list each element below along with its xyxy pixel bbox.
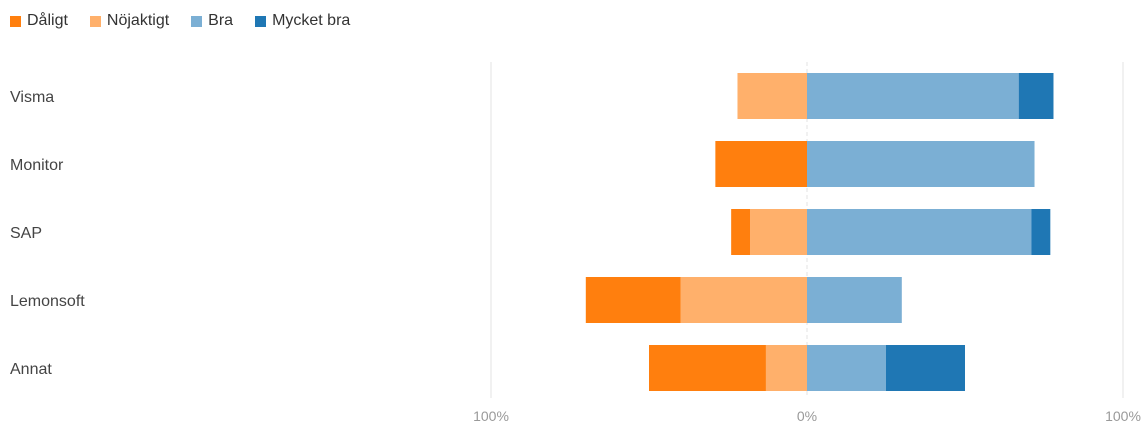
category-label: Lemonsoft xyxy=(10,293,85,310)
legend-item: Dåligt xyxy=(10,12,68,30)
bar-segment xyxy=(737,73,807,119)
legend-swatch xyxy=(255,15,267,27)
x-tick-label: 100% xyxy=(1105,408,1141,423)
bar-segment xyxy=(1018,73,1054,119)
category-label: Monitor xyxy=(10,157,64,174)
bar-segment xyxy=(731,209,751,255)
bar-segment xyxy=(585,277,681,323)
bar-segment xyxy=(807,73,1019,119)
bar-segment xyxy=(715,141,807,187)
legend-label: Nöjaktigt xyxy=(106,12,170,29)
bar-segment xyxy=(807,345,886,391)
bar-segment xyxy=(649,345,766,391)
legend-item: Bra xyxy=(191,12,233,30)
bar-segment xyxy=(765,345,807,391)
bar-segment xyxy=(1031,209,1051,255)
x-tick-label: 0% xyxy=(797,408,817,423)
legend-item: Nöjaktigt xyxy=(89,12,170,30)
bar-segment xyxy=(807,277,902,323)
bar-segment xyxy=(807,141,1035,187)
x-tick-label: 100% xyxy=(473,408,509,423)
category-label: Annat xyxy=(10,361,52,378)
bar-segment xyxy=(680,277,807,323)
legend-swatch xyxy=(191,15,203,27)
chart-legend: Dåligt Nöjaktigt Bra Mycket bra xyxy=(10,11,372,31)
legend-label: Mycket bra xyxy=(272,12,351,29)
bar-segment xyxy=(886,345,965,391)
category-label: Visma xyxy=(10,89,54,106)
legend-label: Bra xyxy=(208,12,234,29)
legend-label: Dåligt xyxy=(27,12,68,29)
legend-item: Mycket bra xyxy=(255,12,350,30)
legend-swatch xyxy=(10,15,21,27)
bar-segment xyxy=(750,209,807,255)
category-label: SAP xyxy=(10,225,42,242)
legend-swatch xyxy=(89,15,101,27)
bar-segment xyxy=(807,209,1032,255)
